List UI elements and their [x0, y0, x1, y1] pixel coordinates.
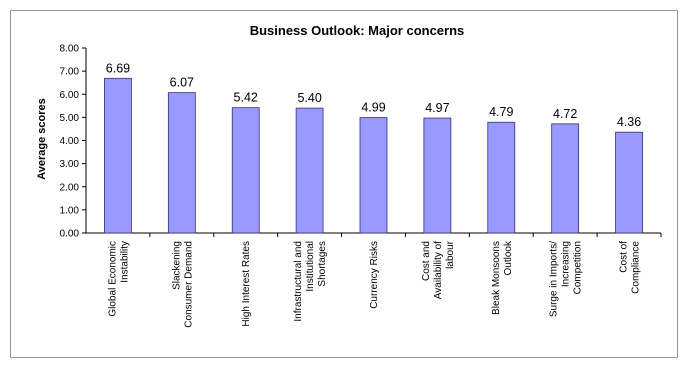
x-tick-label-line: Bleak Monsoons	[491, 241, 502, 315]
x-tick-label-line: Compliance	[631, 241, 642, 294]
y-tick-label: 5.00	[60, 113, 80, 124]
y-tick-label: 8.00	[60, 44, 80, 55]
bar	[104, 77, 132, 234]
x-tick-label: Infrastructural andInstitutionalShortage…	[293, 241, 328, 322]
x-tick-label-line: Availability of	[433, 241, 444, 299]
bar	[615, 131, 643, 234]
y-axis-label: Average scores	[36, 98, 48, 180]
x-tick-label: Currency Risks	[369, 241, 380, 309]
bar	[551, 123, 580, 234]
x-tick-label-line: Consumer Demand	[183, 241, 194, 328]
x-tick-label-line: Competition	[573, 241, 584, 294]
x-tick-label-line: Slackening	[171, 241, 182, 290]
y-tick-label: 6.00	[60, 90, 80, 101]
data-label: 4.99	[361, 101, 385, 115]
bar	[487, 121, 516, 234]
y-tick-label: 1.00	[60, 205, 80, 216]
x-tick-label: SlackeningConsumer Demand	[171, 241, 194, 328]
x-tick-label-line: labour	[445, 240, 456, 268]
bar-chart: Business Outlook: Major concerns Average…	[36, 23, 662, 328]
x-tick-label-line: Increasing	[561, 241, 572, 287]
data-label: 6.07	[170, 76, 194, 90]
bar	[295, 107, 324, 234]
x-tick-label: Bleak MonsoonsOutlook	[491, 240, 514, 315]
x-tick-label: Cost ofCompliance	[619, 241, 642, 294]
x-tick-label-line: Cost of	[619, 241, 630, 273]
x-tick-label: Cost andAvailability oflabour	[421, 240, 456, 299]
data-label: 6.69	[106, 61, 130, 75]
data-label: 5.40	[297, 91, 321, 105]
chart-frame: Business Outlook: Major concerns Average…	[10, 10, 678, 358]
x-tick-label: High Interest Rates	[241, 241, 252, 327]
x-tick-label-line: Surge in Imports/	[549, 241, 560, 317]
data-label: 5.42	[234, 91, 258, 105]
y-tick-label: 4.00	[60, 136, 80, 147]
x-tick-label-line: Shortages	[317, 241, 328, 287]
x-tick-label-line: Global Economic	[107, 241, 118, 317]
x-tick-label-line: Outlook	[503, 240, 514, 275]
data-label: 4.36	[617, 115, 641, 129]
x-tick-label-line: Infrastructural and	[293, 241, 304, 322]
bar	[359, 117, 388, 234]
bar	[167, 92, 196, 234]
x-tick-label: Global EconomicInstability	[107, 241, 130, 317]
chart-title: Business Outlook: Major concerns	[250, 23, 465, 38]
x-tick-label-line: Cost and	[421, 241, 432, 281]
y-tick-label: 7.00	[60, 67, 80, 78]
x-tick-label-line: Institutional	[305, 241, 316, 292]
x-tick-label-line: Currency Risks	[369, 241, 380, 309]
bar	[231, 107, 260, 234]
plot-area: 0.00 1.00 2.00 3.00 4.00 5.00 6.00 7.00 8.00 6.69…	[60, 44, 662, 328]
bar	[423, 117, 452, 234]
data-label: 4.97	[425, 101, 449, 115]
y-tick-label: 3.00	[60, 159, 80, 170]
y-tick-label: 2.00	[60, 182, 80, 193]
data-label: 4.72	[553, 107, 577, 121]
x-tick-label-line: Instability	[119, 241, 130, 283]
x-tick-label-line: High Interest Rates	[241, 241, 252, 327]
x-tick-label: Surge in Imports/IncreasingCompetition	[549, 241, 584, 317]
data-label: 4.79	[489, 105, 513, 119]
y-tick-label: 0.00	[60, 229, 80, 240]
